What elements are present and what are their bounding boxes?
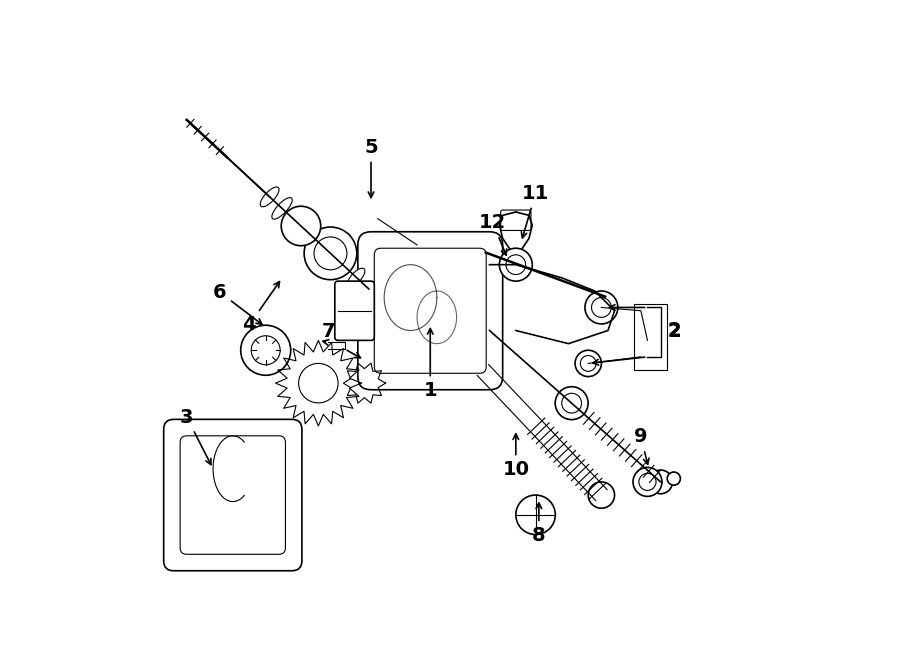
Circle shape — [251, 336, 280, 365]
Text: 11: 11 — [521, 184, 549, 238]
Circle shape — [575, 350, 601, 377]
Circle shape — [304, 227, 356, 280]
FancyBboxPatch shape — [335, 281, 374, 340]
Ellipse shape — [335, 256, 354, 276]
Text: 8: 8 — [532, 503, 545, 545]
Ellipse shape — [260, 187, 279, 207]
Text: 2: 2 — [667, 321, 680, 340]
Ellipse shape — [284, 208, 305, 231]
Text: 12: 12 — [479, 214, 507, 255]
Circle shape — [516, 495, 555, 535]
Circle shape — [649, 470, 672, 494]
Circle shape — [555, 387, 588, 420]
Circle shape — [562, 393, 581, 413]
Circle shape — [667, 472, 680, 485]
Circle shape — [506, 254, 526, 274]
Text: 3: 3 — [180, 408, 211, 465]
Circle shape — [500, 249, 532, 281]
Text: 10: 10 — [502, 434, 529, 479]
FancyBboxPatch shape — [500, 210, 531, 231]
Circle shape — [589, 482, 615, 508]
Text: 2: 2 — [667, 322, 680, 341]
Ellipse shape — [321, 243, 342, 265]
Circle shape — [580, 356, 596, 371]
Circle shape — [585, 291, 617, 324]
Circle shape — [639, 473, 656, 490]
FancyBboxPatch shape — [374, 249, 486, 373]
Text: 5: 5 — [364, 137, 378, 198]
Circle shape — [591, 297, 611, 317]
Ellipse shape — [272, 198, 292, 219]
Ellipse shape — [308, 231, 330, 254]
FancyBboxPatch shape — [164, 419, 302, 570]
Circle shape — [633, 467, 662, 496]
Text: 6: 6 — [212, 283, 262, 325]
FancyBboxPatch shape — [634, 304, 667, 370]
Text: 7: 7 — [321, 322, 335, 341]
Text: 9: 9 — [634, 428, 649, 464]
Text: 1: 1 — [423, 329, 437, 401]
Text: 4: 4 — [242, 282, 280, 334]
Ellipse shape — [295, 219, 319, 244]
Circle shape — [281, 206, 320, 246]
FancyBboxPatch shape — [358, 232, 503, 390]
Ellipse shape — [347, 268, 365, 286]
FancyBboxPatch shape — [180, 436, 285, 555]
Circle shape — [299, 364, 338, 403]
Circle shape — [240, 325, 291, 375]
Circle shape — [314, 237, 346, 270]
